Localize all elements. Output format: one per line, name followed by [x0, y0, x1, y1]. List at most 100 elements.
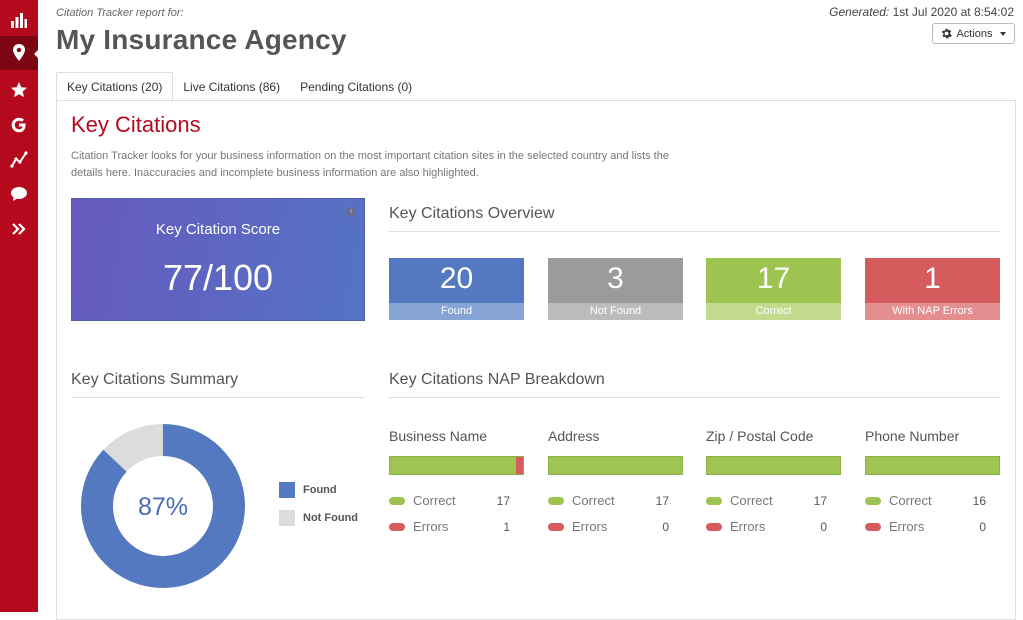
nap-column-address: Address Correct 17 Errors 0 [548, 428, 683, 534]
nap-errors-row: Errors 0 [865, 519, 1000, 534]
map-pin-icon [13, 44, 25, 61]
legend-swatch-not-found [279, 510, 295, 526]
nap-correct-count: 16 [972, 493, 986, 508]
nap-column-title: Address [548, 428, 600, 444]
stat-label: Correct [706, 303, 841, 320]
sidebar-item-expand[interactable] [0, 212, 38, 246]
trend-line-icon [10, 151, 28, 168]
stat-value: 20 [439, 262, 474, 295]
overview-divider [389, 231, 1000, 232]
stat-value: 17 [756, 262, 791, 295]
nap-correct-count: 17 [655, 493, 669, 508]
nap-column-title: Zip / Postal Code [706, 428, 814, 444]
nap-correct-count: 17 [496, 493, 510, 508]
stat-value: 1 [924, 262, 941, 295]
sidebar-item-google[interactable] [0, 108, 38, 142]
stat-label: Not Found [548, 303, 683, 320]
section-title: Key Citations [71, 112, 201, 137]
correct-pill-icon [548, 496, 564, 505]
score-value: 77/100 [162, 257, 274, 298]
stat-label: Found [389, 303, 524, 320]
bar-chart-icon [11, 13, 27, 28]
sidebar-item-rankings[interactable] [0, 142, 38, 176]
correct-pill-icon [706, 496, 722, 505]
info-icon[interactable]: i [346, 207, 356, 217]
score-label: Key Citation Score [155, 221, 281, 238]
tab-pending-citations[interactable]: Pending Citations (0) [300, 79, 413, 94]
legend-label: Not Found [303, 512, 358, 524]
tab-live-citations[interactable]: Live Citations (86) [183, 79, 281, 94]
actions-label: Actions [956, 27, 993, 40]
double-chevron-right-icon [12, 223, 26, 235]
nap-bar-error-fill [515, 457, 523, 474]
active-indicator [34, 49, 39, 59]
generated-label: Generated: [829, 5, 890, 19]
nap-bar [706, 456, 841, 475]
nap-title: Key Citations NAP Breakdown [389, 371, 605, 388]
nap-column-business-name: Business Name Correct 17 Errors 1 [389, 428, 524, 534]
legend-not-found: Not Found [279, 510, 358, 526]
donut-found-segment [81, 424, 245, 588]
page-title: My Insurance Agency [56, 24, 347, 55]
legend-found: Found [279, 482, 337, 498]
tab-key-citations[interactable]: Key Citations (20) [56, 72, 174, 101]
caret-down-icon [999, 31, 1006, 36]
sidebar-item-messages[interactable] [0, 177, 38, 211]
stat-label: With NAP Errors [865, 303, 1000, 320]
stat-correct: 17 Correct [706, 258, 841, 320]
sidebar-item-reviews[interactable] [0, 73, 38, 107]
section-description: Citation Tracker looks for your business… [71, 150, 669, 179]
generated-timestamp: Generated: 1st Jul 2020 at 8:54:02 [829, 5, 1014, 19]
nap-column-phone: Phone Number Correct 16 Errors 0 [865, 428, 1000, 534]
donut-center-label: 87% [138, 493, 188, 521]
nap-errors-count: 1 [503, 519, 510, 534]
errors-pill-icon [548, 522, 564, 531]
nap-errors-label: Errors [572, 519, 608, 534]
correct-pill-icon [389, 496, 405, 505]
nap-column-title: Business Name [389, 428, 488, 444]
nap-correct-row: Correct 17 [548, 493, 683, 508]
nap-correct-row: Correct 16 [865, 493, 1000, 508]
summary-donut-chart: 87% [81, 424, 245, 588]
nap-column-zip: Zip / Postal Code Correct 17 Errors 0 [706, 428, 841, 534]
nap-correct-label: Correct [889, 493, 932, 508]
errors-pill-icon [865, 522, 881, 531]
legend-label: Found [303, 484, 337, 496]
nap-bar [389, 456, 524, 475]
report-label: Citation Tracker report for: [56, 7, 184, 19]
nap-correct-row: Correct 17 [706, 493, 841, 508]
nap-errors-count: 0 [979, 519, 986, 534]
stat-not-found: 3 Not Found [548, 258, 683, 320]
google-icon [11, 117, 26, 133]
sidebar-nav [0, 0, 39, 612]
nap-correct-count: 17 [813, 493, 827, 508]
summary-title: Key Citations Summary [71, 371, 239, 388]
tab-bar: Key Citations (20) Live Citations (86) P… [56, 72, 422, 101]
nap-divider [389, 397, 1000, 398]
summary-divider [71, 397, 365, 398]
nap-correct-label: Correct [730, 493, 773, 508]
nap-errors-count: 0 [662, 519, 669, 534]
errors-pill-icon [706, 522, 722, 531]
legend-swatch-found [279, 482, 295, 498]
star-icon [11, 82, 27, 98]
generated-value: 1st Jul 2020 at 8:54:02 [892, 5, 1014, 19]
overview-title: Key Citations Overview [389, 205, 555, 222]
errors-pill-icon [389, 522, 405, 531]
nap-errors-row: Errors 1 [389, 519, 524, 534]
correct-pill-icon [865, 496, 881, 505]
stat-found: 20 Found [389, 258, 524, 320]
chat-bubble-icon [11, 187, 27, 201]
nap-errors-label: Errors [413, 519, 449, 534]
nap-errors-label: Errors [730, 519, 766, 534]
sidebar-item-citations[interactable] [0, 36, 39, 70]
nap-bar [548, 456, 683, 475]
nap-column-title: Phone Number [865, 428, 960, 444]
nap-errors-count: 0 [820, 519, 827, 534]
nap-correct-row: Correct 17 [389, 493, 524, 508]
nap-correct-label: Correct [413, 493, 456, 508]
actions-dropdown-button[interactable]: Actions [932, 23, 1015, 44]
sidebar-item-reports[interactable] [0, 3, 38, 37]
stat-value: 3 [607, 262, 624, 295]
nap-errors-row: Errors 0 [706, 519, 841, 534]
